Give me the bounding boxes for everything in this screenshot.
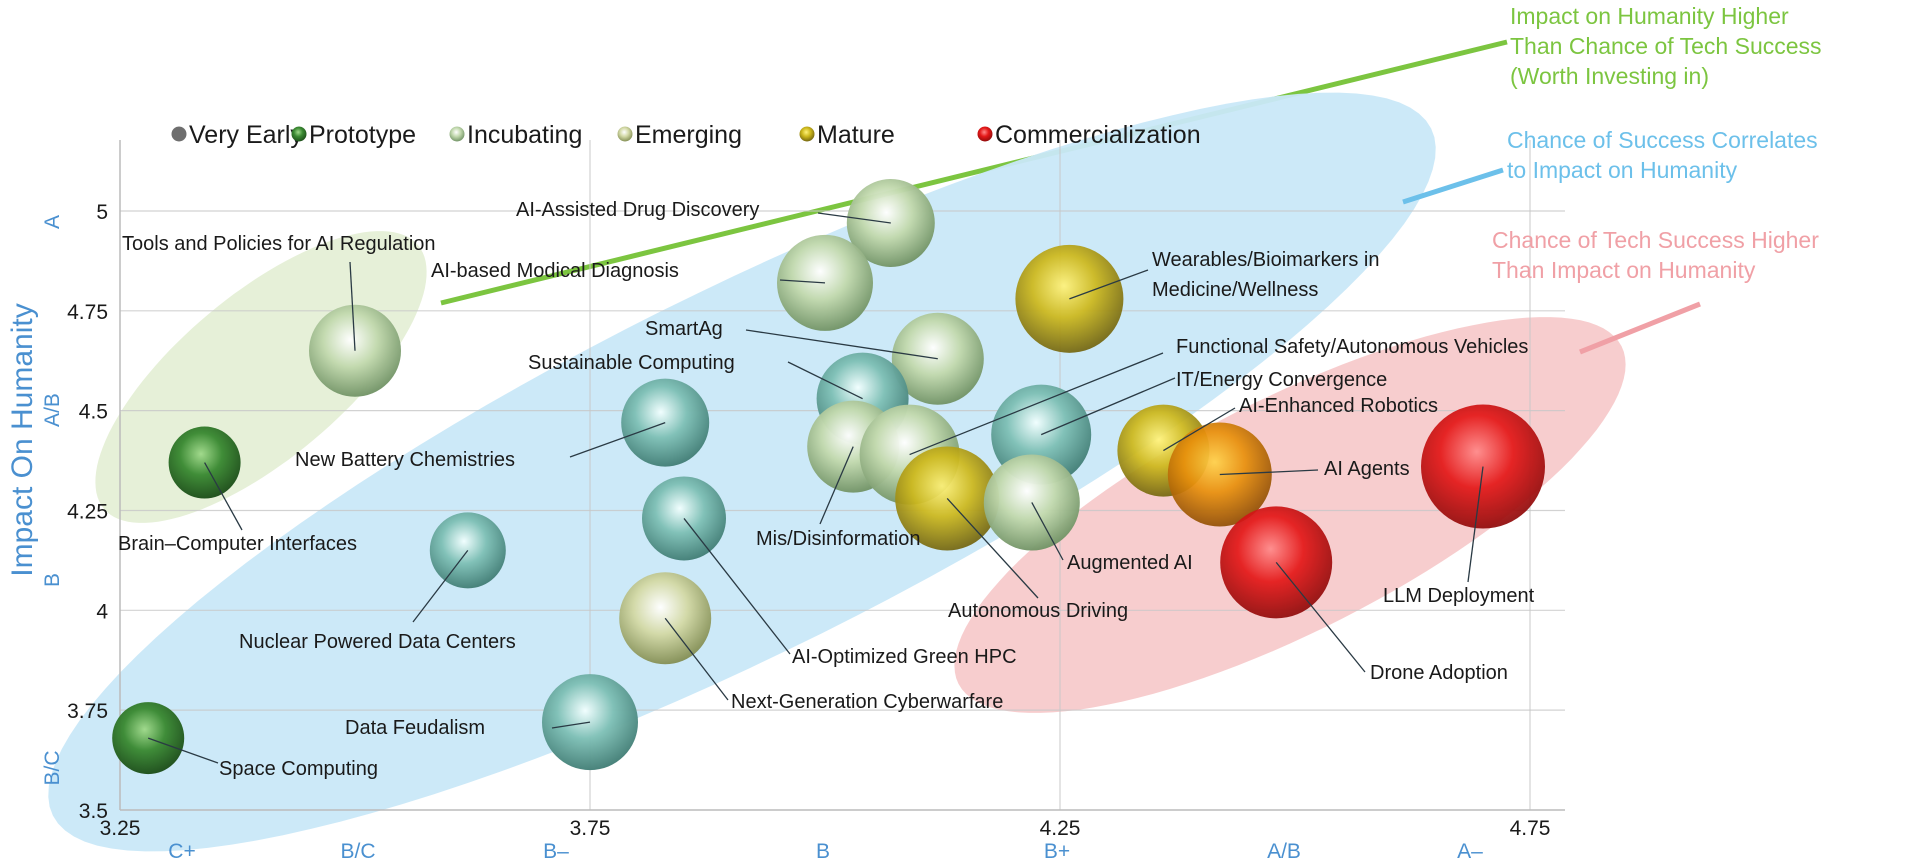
legend-marker-very-early — [171, 126, 187, 142]
data-label: Mis/Disinformation — [756, 528, 920, 550]
y-tick-label: 4.25 — [67, 500, 108, 523]
y-grade-label: A — [41, 215, 64, 229]
data-label: AI-Enhanced Robotics — [1239, 395, 1438, 417]
bubble-autonomous-driving — [895, 446, 1000, 551]
data-label: New Battery Chemistries — [295, 449, 515, 471]
y-tick-label: 4.5 — [79, 401, 108, 424]
data-label: Next-Generation Cyberwarfare — [731, 691, 1003, 713]
legend-label: Very Early — [189, 121, 303, 149]
leader-line — [204, 462, 243, 531]
leader-line — [147, 737, 219, 764]
leader-line — [551, 721, 591, 729]
legend-marker-commercialization — [977, 126, 993, 142]
legend-label: Emerging — [635, 121, 742, 149]
x-tick-label: 4.75 — [1510, 817, 1551, 840]
legend-marker-emerging — [617, 126, 633, 142]
leader-line — [1275, 561, 1366, 673]
y-grade-label: B — [41, 573, 64, 587]
y-grade-label: A/B — [41, 393, 64, 427]
y-tick-label: 3.5 — [79, 800, 108, 823]
bubble-labels: Tools and Policies for AI Regulation Brai… — [118, 199, 1535, 780]
annotation-text: Chance of Success Correlates — [1507, 127, 1818, 153]
annotation-text: Impact on Humanity Higher — [1510, 3, 1789, 29]
leader-line — [787, 361, 863, 400]
legend-label: Mature — [817, 121, 895, 149]
x-grade-label: B — [816, 840, 830, 863]
annotations: Impact on Humanity Higher Than Chance of … — [1492, 3, 1822, 283]
data-label: Autonomous Driving — [948, 600, 1128, 622]
leader-lines — [147, 212, 1484, 764]
x-grade-label: C+ — [168, 840, 195, 863]
data-label: Brain–Computer Interfaces — [118, 533, 357, 555]
y-tick-label: 5 — [96, 201, 108, 224]
leader-line — [817, 212, 891, 224]
leader-line — [1219, 469, 1319, 476]
data-label: Drone Adoption — [1370, 662, 1508, 684]
region-pink-pointer — [1579, 301, 1701, 355]
x-grade-label: B+ — [1044, 840, 1070, 863]
legend-label: Commercialization — [995, 121, 1201, 149]
data-label: LLM Deployment — [1383, 585, 1535, 607]
leader-line — [664, 617, 729, 701]
x-tick-label: 3.75 — [570, 817, 611, 840]
legend-label: Prototype — [309, 121, 416, 149]
data-label: Nuclear Powered Data Centers — [239, 631, 516, 653]
legend-marker-incubating — [449, 126, 465, 142]
legend-marker-prototype — [291, 126, 307, 142]
leader-line — [779, 279, 826, 284]
data-label: Data Feudalism — [345, 717, 485, 739]
region-blue-pointer — [1402, 167, 1504, 205]
x-grade-label: A– — [1457, 840, 1483, 863]
data-label: Space Computing — [219, 758, 378, 780]
legend-label: Incubating — [467, 121, 582, 149]
data-label: Sustainable Computing — [528, 352, 735, 374]
axes: 3.5 3.75 4 4.25 4.5 4.75 5 3.25 3.75 4.25 4.75 C+ B/… — [6, 140, 1565, 863]
annotation-text: Than Impact on Humanity — [1492, 257, 1756, 283]
leader-line — [1467, 466, 1484, 583]
x-grade-label: B/C — [340, 840, 375, 863]
data-label: Medicine/Wellness — [1152, 279, 1318, 301]
leader-line — [569, 422, 666, 458]
data-label: Functional Safety/Autonomous Vehicles — [1176, 336, 1528, 358]
leader-line — [1040, 377, 1176, 436]
leader-line — [745, 329, 938, 360]
leader-line — [1163, 407, 1236, 452]
legend-marker-mature — [799, 126, 815, 142]
annotation-text: to Impact on Humanity — [1507, 157, 1738, 183]
leader-line — [1031, 502, 1064, 561]
leader-line — [412, 550, 469, 623]
y-grade-label: B/C — [41, 750, 64, 785]
data-label: Augmented AI — [1067, 552, 1193, 574]
y-tick-label: 4 — [96, 600, 108, 623]
y-axis-title: Impact On Humanity — [6, 303, 39, 576]
data-label: IT/Energy Convergence — [1176, 369, 1387, 391]
annotation-text: Than Chance of Tech Success — [1510, 33, 1822, 59]
y-tick-label: 3.75 — [67, 700, 108, 723]
data-label: AI Agents — [1324, 458, 1410, 480]
data-label: SmartAg — [645, 318, 723, 340]
leader-line — [683, 518, 791, 655]
legend: Very Early Prototype Incubating Emerging Mat… — [171, 121, 1201, 149]
x-tick-label: 4.25 — [1040, 817, 1081, 840]
data-label: AI-Optimized Green HPC — [792, 646, 1017, 668]
leader-line — [1069, 269, 1149, 300]
data-label: Wearables/Bioimarkers in — [1152, 249, 1380, 271]
x-tick-label: 3.25 — [100, 817, 141, 840]
x-grade-label: B– — [543, 840, 569, 863]
bubbles — [112, 178, 1545, 775]
leader-line — [909, 352, 1164, 456]
annotation-text: Chance of Tech Success Higher — [1492, 227, 1819, 253]
y-tick-label: 4.75 — [67, 301, 108, 324]
leader-line — [819, 446, 854, 525]
region-green-pointer — [440, 39, 1508, 306]
data-label: Tools and Policies for AI Regulation — [122, 233, 436, 255]
data-label: AI-Assisted Drug Discovery — [516, 199, 759, 221]
x-grade-label: A/B — [1267, 840, 1301, 863]
data-label: AI-based Modical Diagnosis — [431, 260, 679, 282]
leader-line — [946, 498, 1039, 599]
annotation-text: (Worth Investing in) — [1510, 63, 1709, 89]
leader-line — [349, 261, 356, 351]
